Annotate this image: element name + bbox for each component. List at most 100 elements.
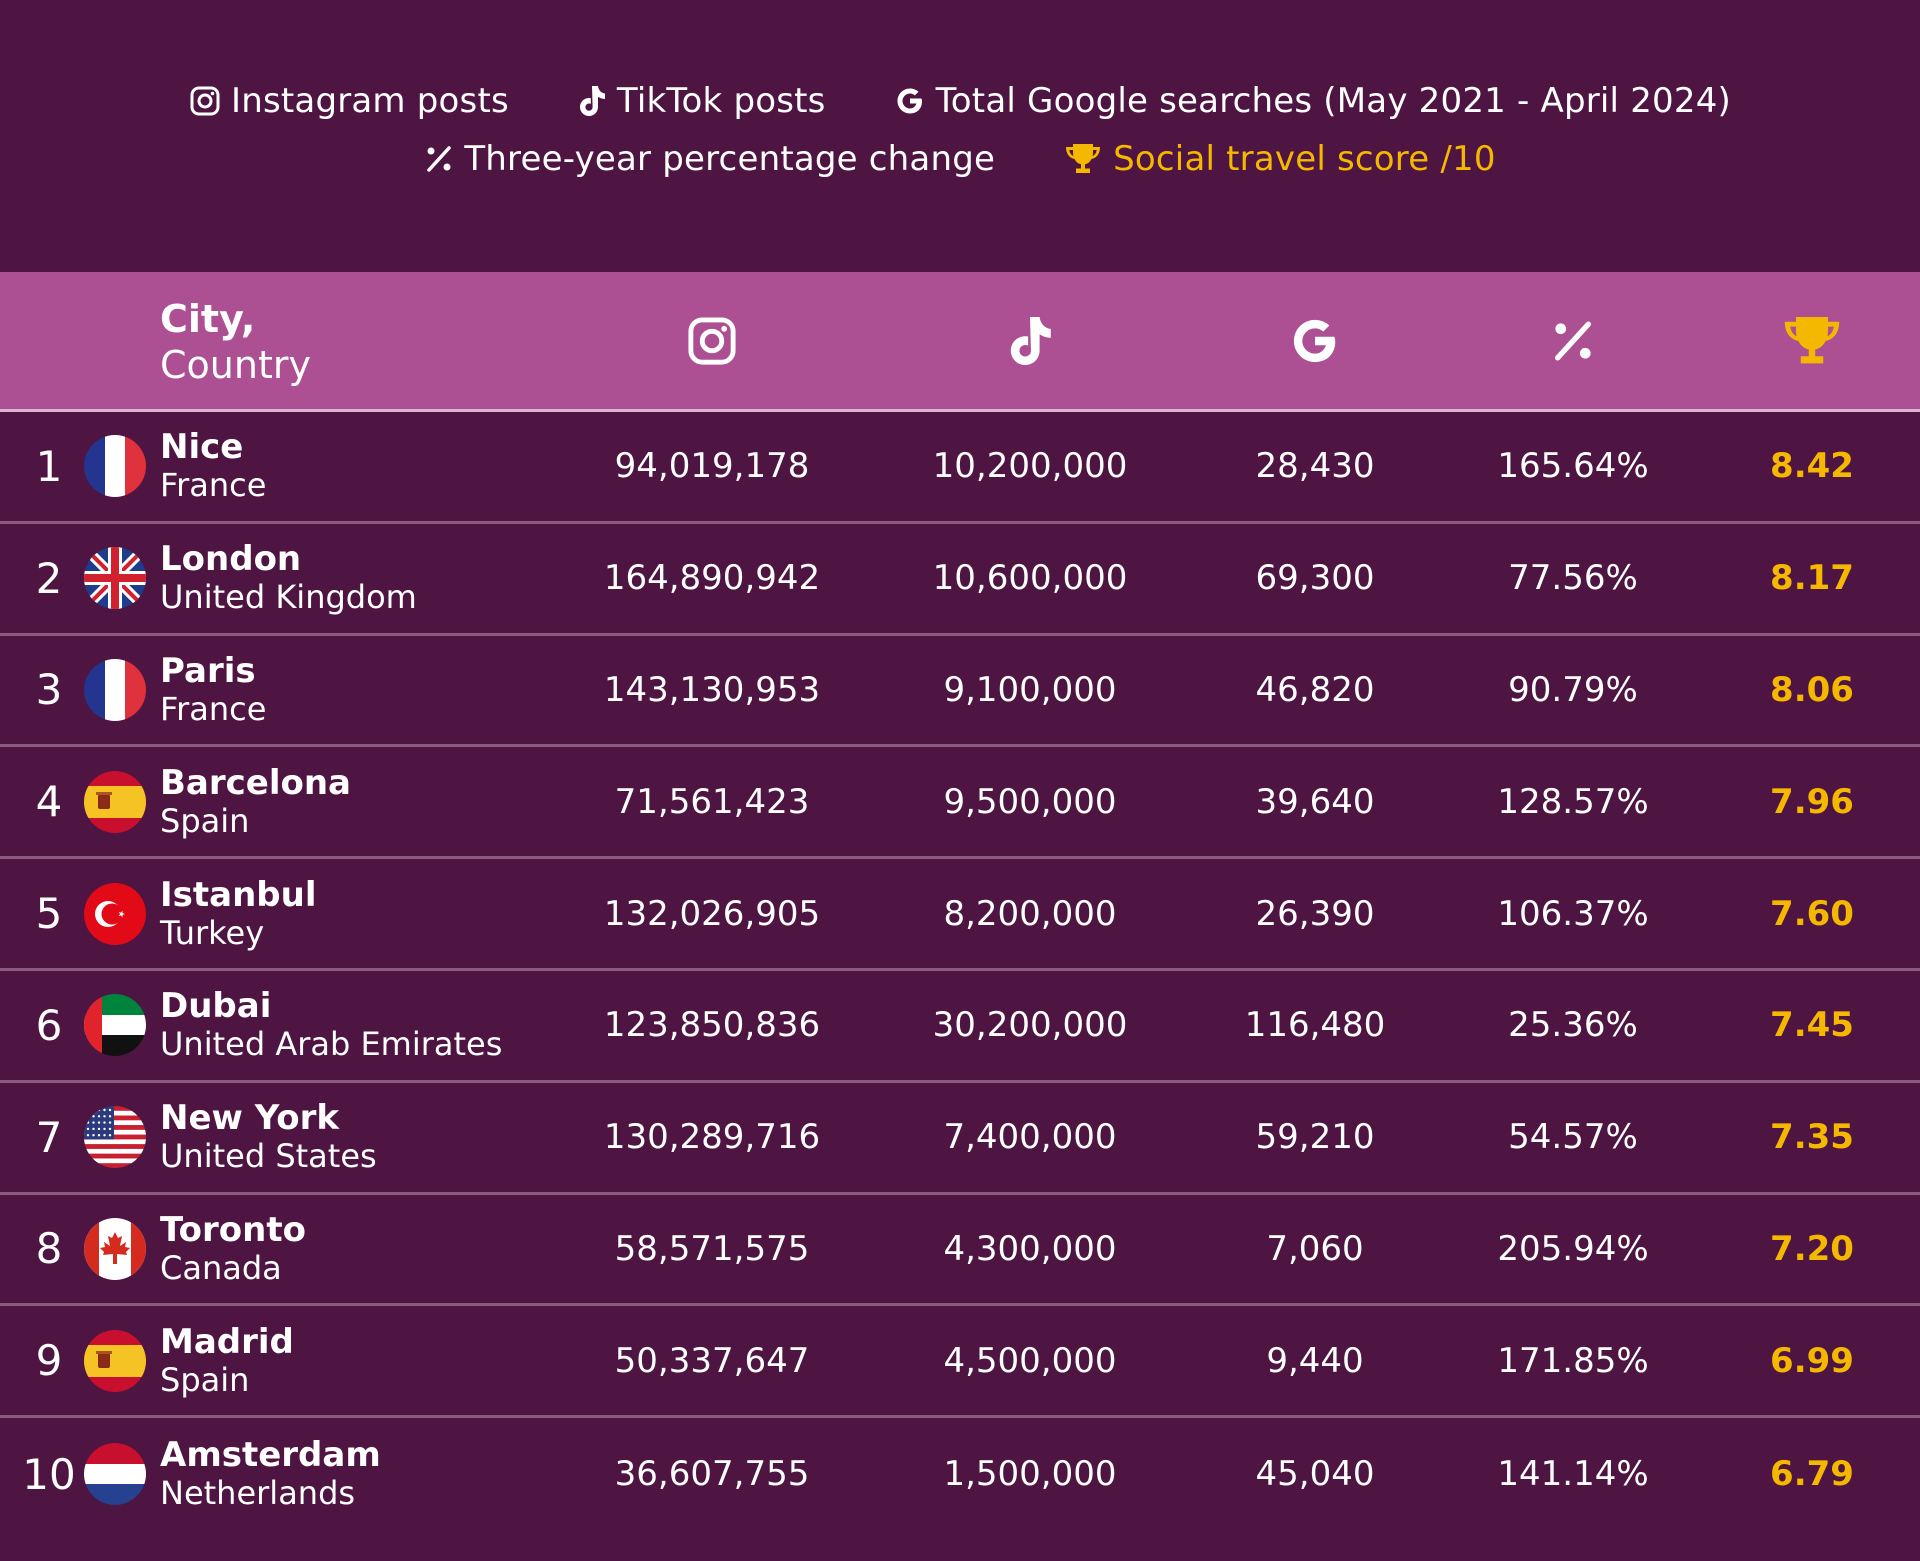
table-row: 6 Dubai United Arab Emirates 123,850,836 30,… [0,971,1920,1083]
social-travel-score-value: 8.06 [1770,669,1854,710]
instagram-posts-value: 36,607,755 [614,1454,810,1495]
country-name: France [160,466,267,505]
legend-google-label: Total Google searches (May 2021 - April … [935,81,1731,121]
city-country: Nice France [160,428,266,504]
city-name: Paris [160,650,256,691]
social-travel-score-value: 6.99 [1770,1340,1854,1381]
percentage-change-value: 128.57% [1497,781,1649,822]
instagram-posts-value: 94,019,178 [614,446,810,487]
spain-flag-icon [84,770,146,833]
city-name: New York [160,1098,339,1139]
turkey-flag-icon [84,882,146,945]
city-name: Nice [160,427,244,468]
header-city-country: City, Country [160,296,311,388]
legend: Instagram posts TikTok posts Total Googl… [0,72,1920,188]
header-city-label: City, [160,297,256,341]
city-country: London United Kingdom [160,540,417,616]
percentage-change-value: 77.56% [1508,558,1638,599]
google-searches-value: 46,820 [1255,669,1375,710]
instagram-posts-value: 143,130,953 [603,669,821,710]
city-country: Madrid Spain [160,1323,294,1399]
instagram-posts-value: 50,337,647 [614,1340,810,1381]
city-country: Barcelona Spain [160,764,351,840]
header-score [1780,272,1844,409]
netherlands-flag-icon [84,1443,146,1506]
country-name: United Arab Emirates [160,1025,503,1064]
instagram-icon [688,316,736,365]
instagram-posts-value: 123,850,836 [603,1005,821,1046]
instagram-posts-value: 58,571,575 [614,1228,810,1269]
social-travel-score-value: 7.96 [1770,781,1854,822]
rank-number: 4 [35,777,63,827]
legend-instagram-label: Instagram posts [230,81,509,121]
rank-number: 5 [35,889,63,939]
google-icon [897,88,922,114]
legend-score: Social travel score /10 [1063,139,1496,179]
table-row: 1 Nice France 94,019,178 10,200,000 28,430 165… [0,412,1920,524]
spain-flag-icon [84,1329,146,1392]
tiktok-posts-value: 30,200,000 [932,1005,1128,1046]
tiktok-icon [1010,316,1051,365]
percentage-change-value: 205.94% [1497,1228,1649,1269]
social-travel-score-value: 8.17 [1770,558,1854,599]
social-travel-score-value: 6.79 [1770,1454,1854,1495]
usa-flag-icon [84,1106,146,1169]
trophy-icon [1784,316,1840,363]
table-row: 5 Istanbul Turkey 132,026,905 8,200,000 26,39… [0,859,1920,971]
table-row: 4 Barcelona Spain 71,561,423 9,500,000 39,640… [0,747,1920,860]
legend-score-label: Social travel score /10 [1113,139,1496,179]
rank-number: 7 [35,1112,63,1162]
tiktok-posts-value: 7,400,000 [943,1117,1117,1158]
legend-instagram: Instagram posts [189,81,509,121]
legend-tiktok: TikTok posts [577,81,826,121]
header-google [1288,272,1342,409]
ranking-table: City, Country [0,272,1920,1530]
france-flag-icon [84,658,146,721]
table-row: 8 Toronto Canada 58,571,575 4,300,000 7,060 20… [0,1195,1920,1307]
google-searches-value: 45,040 [1255,1454,1375,1495]
city-country: Amsterdam Netherlands [160,1436,381,1512]
legend-row-2: Three-year percentage change Social trav… [0,130,1920,188]
city-name: Barcelona [160,762,352,803]
legend-row-1: Instagram posts TikTok posts Total Googl… [0,72,1920,130]
social-travel-score-value: 7.35 [1770,1117,1854,1158]
header-tiktok [1006,272,1054,409]
city-name: Amsterdam [160,1435,381,1476]
table-row: 3 Paris France 143,130,953 9,100,000 46,820 90… [0,636,1920,748]
header-country-label: Country [160,343,311,387]
percentage-change-value: 165.64% [1497,446,1649,487]
tiktok-posts-value: 10,200,000 [932,446,1128,487]
legend-percent: Three-year percentage change [424,139,995,179]
google-searches-value: 28,430 [1255,446,1375,487]
uae-flag-icon [84,994,146,1057]
city-country: Toronto Canada [160,1211,306,1287]
table-body: 1 Nice France 94,019,178 10,200,000 28,430 165… [0,412,1920,1530]
header-percent [1550,272,1596,409]
google-searches-value: 26,390 [1255,893,1375,934]
rank-number: 6 [35,1000,63,1050]
social-travel-score-value: 7.60 [1770,893,1854,934]
percentage-change-value: 90.79% [1508,669,1638,710]
percentage-change-value: 106.37% [1497,893,1649,934]
country-name: Spain [160,1360,250,1399]
country-name: Netherlands [160,1474,356,1513]
percentage-change-value: 141.14% [1497,1454,1649,1495]
percentage-change-value: 25.36% [1508,1005,1638,1046]
city-country: Dubai United Arab Emirates [160,987,502,1063]
tiktok-posts-value: 10,600,000 [932,558,1128,599]
table-row: 10 Amsterdam Netherlands 36,607,755 1,500,00… [0,1418,1920,1530]
country-name: United Kingdom [160,578,417,617]
legend-tiktok-label: TikTok posts [616,81,826,121]
country-name: United States [160,1137,377,1176]
city-name: London [160,539,302,580]
city-country: Paris France [160,652,266,728]
rank-number: 2 [35,553,63,603]
instagram-icon [190,86,220,116]
social-travel-score-value: 7.45 [1770,1005,1854,1046]
tiktok-posts-value: 9,100,000 [943,669,1117,710]
header-instagram [686,272,738,409]
percent-icon [1554,320,1592,361]
instagram-posts-value: 132,026,905 [603,893,821,934]
france-flag-icon [84,435,146,498]
city-name: Dubai [160,986,272,1027]
